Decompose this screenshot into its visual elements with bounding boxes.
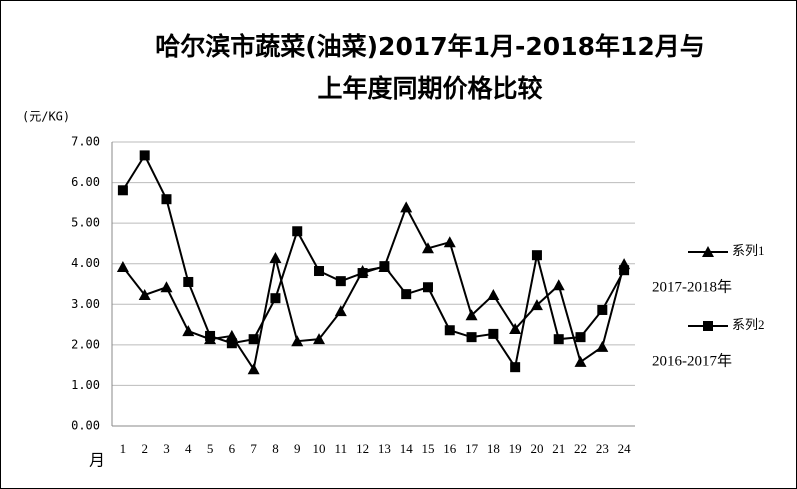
y-tick-label: 1.00 bbox=[71, 378, 100, 392]
point bbox=[292, 226, 303, 237]
point bbox=[357, 268, 368, 279]
point bbox=[422, 282, 433, 293]
point bbox=[334, 305, 347, 317]
point bbox=[270, 293, 281, 304]
x-tick-label: 6 bbox=[229, 441, 236, 456]
point bbox=[530, 299, 543, 311]
point bbox=[116, 260, 129, 272]
x-tick-label: 19 bbox=[509, 441, 522, 456]
point bbox=[400, 201, 413, 213]
point bbox=[488, 328, 499, 339]
point bbox=[139, 150, 150, 161]
point bbox=[314, 266, 325, 277]
point bbox=[401, 289, 412, 300]
x-tick-label: 5 bbox=[207, 441, 214, 456]
x-tick-label: 11 bbox=[335, 441, 348, 456]
x-tick-label: 9 bbox=[294, 441, 301, 456]
x-tick-label: 1 bbox=[120, 441, 127, 456]
point bbox=[226, 338, 237, 349]
point bbox=[596, 340, 609, 352]
x-tick-label: 18 bbox=[487, 441, 500, 456]
y-tick-label: 6.00 bbox=[71, 175, 100, 189]
x-tick-label: 16 bbox=[443, 441, 457, 456]
annotation: 2017-2018年 bbox=[652, 278, 732, 295]
point bbox=[182, 325, 195, 337]
x-tick-label: 4 bbox=[185, 441, 192, 456]
point bbox=[291, 335, 304, 347]
point bbox=[465, 309, 478, 321]
y-tick-label: 4.00 bbox=[71, 256, 100, 270]
point bbox=[335, 276, 346, 287]
y-tick-label: 0.00 bbox=[71, 419, 100, 433]
legend-marker bbox=[703, 321, 713, 331]
point bbox=[552, 279, 565, 291]
point bbox=[509, 323, 522, 335]
x-tick-label: 24 bbox=[618, 441, 632, 456]
x-axis-label: 月 bbox=[89, 453, 105, 470]
point bbox=[597, 304, 608, 315]
point bbox=[269, 252, 282, 264]
legend-label: 系列1 bbox=[732, 243, 765, 258]
point bbox=[444, 325, 455, 336]
x-tick-label: 13 bbox=[378, 441, 391, 456]
point bbox=[117, 185, 128, 196]
point bbox=[379, 261, 390, 272]
x-tick-label: 14 bbox=[400, 441, 414, 456]
point bbox=[553, 334, 564, 345]
chart-title: 哈尔滨市蔬菜(油菜)2017年1月-2018年12月与 bbox=[155, 32, 705, 61]
point bbox=[161, 194, 172, 205]
point bbox=[531, 250, 542, 261]
point bbox=[225, 329, 238, 341]
point bbox=[443, 236, 456, 248]
y-tick-label: 7.00 bbox=[71, 135, 100, 149]
x-tick-label: 22 bbox=[574, 441, 587, 456]
chart-title: 上年度同期价格比较 bbox=[317, 74, 542, 103]
point bbox=[510, 362, 521, 373]
y-tick-label: 2.00 bbox=[71, 337, 100, 351]
y-tick-label: 3.00 bbox=[71, 297, 100, 311]
point bbox=[313, 333, 326, 345]
point bbox=[575, 332, 586, 343]
legend-label: 系列2 bbox=[732, 317, 765, 332]
point bbox=[183, 276, 194, 287]
point bbox=[619, 265, 630, 276]
point bbox=[160, 281, 173, 293]
x-tick-label: 17 bbox=[465, 441, 479, 456]
point bbox=[138, 288, 151, 300]
x-tick-label: 2 bbox=[141, 441, 148, 456]
point bbox=[247, 363, 260, 375]
point bbox=[487, 288, 500, 300]
x-tick-label: 10 bbox=[313, 441, 326, 456]
x-tick-label: 23 bbox=[596, 441, 609, 456]
series-line bbox=[122, 153, 625, 370]
x-tick-label: 12 bbox=[356, 441, 369, 456]
x-tick-label: 15 bbox=[421, 441, 434, 456]
point bbox=[205, 330, 216, 341]
x-tick-label: 20 bbox=[530, 441, 543, 456]
point bbox=[574, 355, 587, 367]
y-tick-label: 5.00 bbox=[71, 216, 100, 230]
legend-marker bbox=[702, 246, 714, 257]
x-tick-label: 8 bbox=[272, 441, 279, 456]
y-axis-label: (元/KG) bbox=[22, 110, 70, 124]
point bbox=[466, 332, 477, 343]
x-tick-label: 3 bbox=[163, 441, 170, 456]
x-tick-label: 21 bbox=[552, 441, 565, 456]
annotation: 2016-2017年 bbox=[652, 352, 732, 369]
x-tick-label: 7 bbox=[250, 441, 257, 456]
point bbox=[421, 242, 434, 254]
point bbox=[248, 334, 259, 345]
